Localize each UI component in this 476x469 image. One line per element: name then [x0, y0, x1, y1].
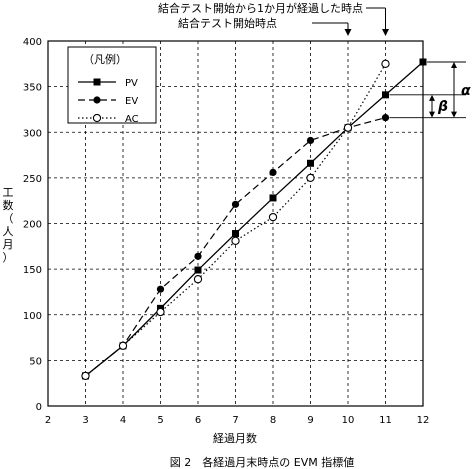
series-lines [81, 58, 427, 381]
bracket-arrowhead [429, 111, 435, 118]
legend-marker-ac [92, 113, 102, 123]
x-tick-label: 2 [45, 415, 51, 426]
annotation-arrowhead [382, 29, 389, 36]
data-point-ac [306, 173, 315, 183]
data-point-ev [194, 252, 202, 260]
y-axis-label: 工数（人月） [3, 186, 14, 264]
legend-box [67, 46, 157, 124]
legend-marker-pv [93, 78, 101, 86]
legend-label-ev: EV [125, 96, 138, 107]
y-tick-label: 50 [29, 356, 42, 367]
data-point-ac [81, 371, 90, 381]
legend: （凡例） PV EV AC [67, 46, 157, 125]
y-tick-label: 200 [23, 220, 42, 231]
data-point-pv [194, 266, 202, 274]
y-axis-label-char: 数 [3, 199, 14, 212]
y-tick-label: 100 [23, 311, 42, 322]
data-point-ac [193, 275, 203, 284]
data-point-ac [343, 123, 353, 132]
y-axis-label-char: 月 [3, 238, 14, 251]
data-point-pv [382, 91, 389, 99]
series-line-ac [85, 63, 387, 377]
annotation-arrowhead [344, 29, 352, 36]
x-tick-label: 6 [195, 415, 201, 426]
data-point-pv [232, 230, 239, 238]
data-point-ac [381, 59, 390, 68]
legend-marker-ev [93, 96, 101, 104]
alpha-label: α [461, 83, 471, 99]
data-point-ev [269, 168, 277, 176]
data-point-ev [156, 285, 165, 293]
y-tick-label: 150 [23, 265, 42, 276]
plot-frame [47, 40, 424, 407]
annotation-text: 結合テスト開始時点 [178, 16, 277, 30]
x-tick-label: 12 [417, 415, 430, 426]
data-point-ac [118, 341, 128, 350]
x-tick-label: 7 [232, 415, 238, 426]
x-tick-label: 4 [120, 415, 126, 426]
bracket-arrowhead [429, 94, 435, 101]
beta-label: β [437, 99, 448, 115]
x-axis-label: 経過月数 [213, 432, 257, 445]
data-point-pv [307, 159, 314, 167]
series-line-pv [85, 61, 424, 377]
annotation-text: 結合テスト開始から1か月が経過した時点 [158, 1, 363, 15]
legend-label-pv: PV [125, 78, 138, 89]
chart-caption: 図 2 各経過月末時点の EVM 指標値 [170, 455, 354, 469]
x-tick-label: 11 [379, 415, 392, 426]
data-point-ac [268, 212, 278, 222]
y-axis-label-char: ） [3, 251, 14, 264]
legend-label-ac: AC [125, 114, 139, 125]
y-tick-label: 0 [36, 402, 42, 413]
series-line-ev [85, 117, 386, 377]
y-tick-label: 250 [23, 174, 42, 185]
data-point-ac [156, 307, 165, 317]
data-point-ev [231, 200, 240, 208]
data-point-ev [381, 114, 390, 122]
x-tick-label: 8 [270, 415, 276, 426]
y-tick-label: 350 [23, 83, 42, 94]
x-tick-label: 5 [157, 415, 163, 426]
bracket-arrowhead [451, 111, 457, 118]
x-tick-label: 9 [307, 415, 313, 426]
legend-items: PV EV AC [78, 78, 139, 125]
legend-title: （凡例） [83, 52, 127, 66]
grid-lines [48, 41, 423, 406]
y-axis-label-char: （ [3, 212, 14, 225]
y-axis-label-char: 工 [3, 186, 14, 199]
data-point-ev [306, 136, 315, 145]
bracket-arrowhead [451, 61, 457, 68]
x-tick-label: 10 [342, 415, 355, 426]
x-tick-label: 3 [82, 415, 88, 426]
tick-labels: 2 3 4 5 6 7 8 9 10 11 12 0 50 100 150 200 250 300 350 400 [23, 37, 429, 426]
data-point-pv [269, 194, 277, 202]
y-axis-label-char: 人 [3, 225, 14, 238]
axes [47, 40, 424, 407]
data-point-ac [231, 236, 240, 245]
y-tick-label: 400 [23, 37, 42, 48]
y-tick-label: 300 [23, 128, 42, 139]
